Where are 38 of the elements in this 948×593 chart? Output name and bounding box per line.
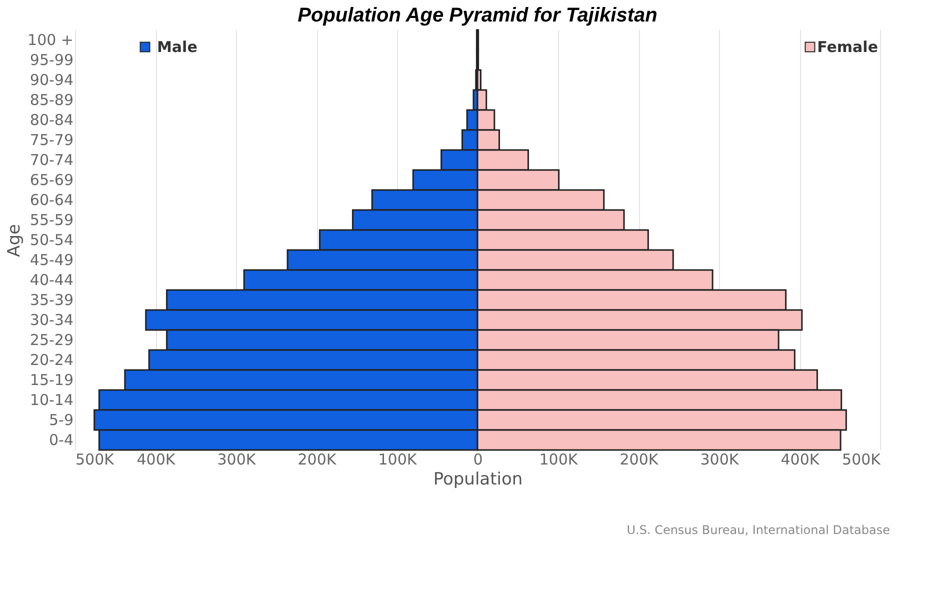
y-tick-label: 95-99 (30, 51, 74, 69)
x-tick-label: 300K (217, 450, 257, 468)
x-tick-label: 100K (539, 450, 579, 468)
y-tick-label: 75-79 (30, 131, 74, 149)
x-axis-title: Population (433, 470, 523, 490)
x-tick-label: 500K (842, 450, 882, 468)
x-tick-label: 500K (76, 450, 116, 468)
y-tick-label: 10-14 (30, 391, 74, 409)
y-tick-label: 15-19 (30, 371, 74, 389)
y-tick-label: 80-84 (30, 111, 74, 129)
chart-title: Population Age Pyramid for Tajikistan (298, 4, 658, 26)
x-tick-label: 400K (780, 450, 820, 468)
y-tick-label: 45-49 (30, 251, 74, 269)
y-tick-label: 65-69 (30, 171, 74, 189)
legend-label: Female (817, 38, 878, 56)
y-tick-label: 25-29 (30, 331, 74, 349)
y-axis-title: Age (4, 224, 25, 257)
x-tick-label: 300K (700, 450, 740, 468)
y-tick-label: 50-54 (30, 231, 74, 249)
y-tick-label: 100 + (28, 31, 74, 49)
y-tick-label: 20-24 (30, 351, 74, 369)
legend-label: Male (157, 38, 198, 56)
x-tick-label: 400K (136, 450, 176, 468)
y-tick-label: 30-34 (30, 311, 74, 329)
x-tick-label: 0 (473, 450, 483, 468)
x-tick-label: 200K (620, 450, 660, 468)
y-tick-label: 35-39 (30, 291, 74, 309)
y-tick-label: 0-4 (49, 431, 74, 449)
y-tick-label: 70-74 (30, 151, 74, 169)
y-tick-label: 90-94 (30, 71, 74, 89)
y-tick-label: 55-59 (30, 211, 74, 229)
x-tick-label: 100K (378, 450, 418, 468)
x-tick-label: 200K (298, 450, 338, 468)
y-tick-label: 60-64 (30, 191, 74, 209)
y-tick-label: 40-44 (30, 271, 74, 289)
y-tick-label: 5-9 (49, 411, 74, 429)
text: U.S. Census Bureau, International Database (626, 523, 890, 537)
y-tick-label: 85-89 (30, 91, 74, 109)
